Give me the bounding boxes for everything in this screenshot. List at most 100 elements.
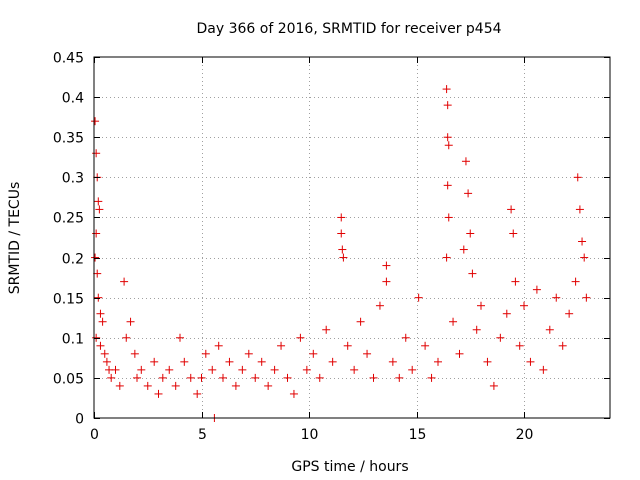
chart-title: Day 366 of 2016, SRMTID for receiver p45… bbox=[196, 21, 501, 37]
data-point bbox=[270, 365, 279, 374]
data-point bbox=[434, 357, 442, 366]
data-point bbox=[126, 317, 135, 326]
data-point bbox=[552, 293, 561, 302]
data-point bbox=[461, 157, 470, 166]
data-point bbox=[477, 301, 485, 310]
data-point bbox=[489, 381, 498, 390]
data-point bbox=[219, 373, 227, 382]
y-tick-label: 0.45 bbox=[53, 51, 84, 67]
data-point bbox=[343, 341, 352, 350]
data-point bbox=[356, 317, 365, 326]
y-tick-label: 0.15 bbox=[53, 292, 84, 308]
data-point bbox=[526, 357, 535, 366]
data-point bbox=[338, 245, 347, 254]
data-point bbox=[98, 317, 107, 326]
data-point bbox=[520, 301, 528, 310]
data-point bbox=[171, 381, 180, 390]
data-point bbox=[111, 365, 120, 374]
data-point bbox=[464, 189, 473, 198]
data-point bbox=[337, 229, 346, 238]
data-point bbox=[283, 373, 292, 382]
data-point bbox=[150, 357, 159, 366]
data-point bbox=[427, 373, 436, 382]
data-point bbox=[363, 349, 372, 358]
data-point bbox=[289, 389, 298, 398]
data-point bbox=[339, 253, 348, 262]
y-tick-label: 0.1 bbox=[62, 332, 84, 348]
data-point bbox=[251, 373, 260, 382]
data-point bbox=[375, 301, 384, 310]
data-point bbox=[296, 333, 305, 342]
data-point bbox=[443, 181, 452, 190]
y-tick-label: 0.2 bbox=[62, 252, 84, 268]
x-tick-label: 5 bbox=[198, 427, 207, 443]
y-axis-label: SRMTID / TECUs bbox=[7, 182, 23, 295]
data-point bbox=[322, 325, 331, 334]
data-point bbox=[483, 357, 492, 366]
data-point bbox=[539, 365, 548, 374]
data-point bbox=[382, 277, 391, 286]
data-point bbox=[449, 317, 458, 326]
data-point bbox=[193, 389, 202, 398]
data-point bbox=[94, 197, 103, 206]
data-point bbox=[143, 381, 152, 390]
data-point bbox=[94, 293, 103, 302]
data-point bbox=[575, 205, 584, 214]
data-point bbox=[509, 229, 518, 238]
x-tick-label: 0 bbox=[90, 427, 99, 443]
x-tick-label: 20 bbox=[516, 427, 534, 443]
data-point bbox=[442, 85, 451, 94]
ticks-layer: 0 0.05 0.1 0.15 0.2 0.25 0.3 0.35 0.4 0.45 0 5 10 15 2… bbox=[53, 51, 610, 443]
data-point bbox=[257, 357, 266, 366]
data-point bbox=[225, 357, 234, 366]
data-point bbox=[137, 365, 146, 374]
y-tick-label: 0.4 bbox=[62, 91, 84, 107]
data-point bbox=[100, 349, 109, 358]
data-point bbox=[95, 205, 104, 214]
data-point bbox=[532, 285, 541, 294]
data-point bbox=[107, 373, 116, 382]
data-point bbox=[122, 333, 131, 342]
data-point bbox=[545, 325, 554, 334]
data-point bbox=[120, 277, 129, 286]
data-point bbox=[133, 373, 141, 382]
data-point bbox=[309, 349, 318, 358]
data-point bbox=[208, 365, 217, 374]
data-point bbox=[244, 349, 253, 358]
data-point bbox=[91, 253, 100, 262]
data-point bbox=[414, 293, 423, 302]
y-tick-label: 0.35 bbox=[53, 131, 84, 147]
data-point bbox=[92, 333, 101, 342]
data-point bbox=[565, 309, 574, 318]
data-point bbox=[459, 245, 468, 254]
data-point bbox=[96, 309, 105, 318]
x-axis-label: GPS time / hours bbox=[291, 459, 408, 475]
data-point bbox=[231, 381, 240, 390]
data-points-layer bbox=[91, 85, 591, 422]
data-point bbox=[92, 149, 101, 158]
data-point bbox=[388, 357, 397, 366]
y-tick-label: 0.05 bbox=[53, 372, 84, 388]
data-point bbox=[197, 373, 206, 382]
x-tick-label: 10 bbox=[301, 427, 319, 443]
data-point bbox=[444, 213, 453, 222]
data-point bbox=[264, 381, 273, 390]
data-point bbox=[214, 341, 223, 350]
data-point bbox=[421, 341, 430, 350]
data-point bbox=[91, 117, 100, 126]
data-point bbox=[443, 133, 452, 142]
data-point bbox=[369, 373, 378, 382]
data-point bbox=[154, 389, 163, 398]
data-point bbox=[580, 253, 589, 262]
data-point bbox=[238, 365, 247, 374]
data-point bbox=[180, 357, 189, 366]
data-point bbox=[455, 349, 464, 358]
data-point bbox=[302, 365, 311, 374]
x-tick-label: 15 bbox=[409, 427, 427, 443]
data-point bbox=[573, 173, 582, 182]
data-point bbox=[443, 101, 452, 110]
grid-layer bbox=[94, 57, 610, 418]
data-point bbox=[401, 333, 410, 342]
data-point bbox=[328, 357, 337, 366]
